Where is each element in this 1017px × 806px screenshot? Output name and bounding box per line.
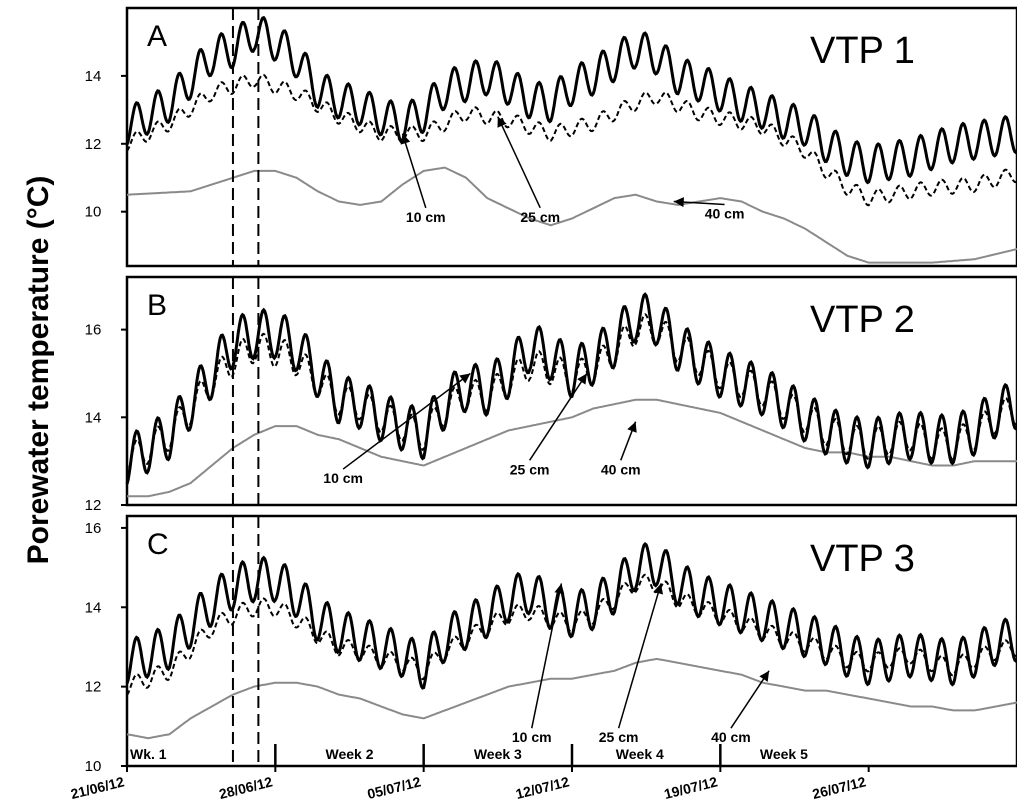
week-label: Wk. 1	[130, 746, 167, 762]
x-tick-label: 26/07/12	[811, 773, 868, 801]
y-tick-label: 14	[85, 409, 102, 426]
callout-arrow-head	[400, 133, 411, 145]
callout-arrow-head	[653, 583, 663, 595]
panel-title: VTP 2	[810, 299, 915, 341]
callout-arrow-head	[497, 116, 507, 128]
callout-arrow-head	[554, 583, 565, 595]
week-label: Week 2	[326, 746, 374, 762]
week-label: Week 3	[474, 746, 522, 762]
callout-arrow-line	[531, 583, 563, 729]
y-tick-label: 16	[85, 322, 102, 339]
x-tick-label: 05/07/12	[366, 773, 423, 801]
panel-frame	[125, 6, 1017, 268]
callout-arrow-line	[342, 372, 471, 470]
series-10cm-line	[125, 541, 1017, 690]
series-callout-label: 10 cm	[323, 470, 363, 486]
panel-title: VTP 1	[810, 30, 915, 72]
x-tick-label: 12/07/12	[514, 773, 571, 801]
y-tick-label: 14	[85, 599, 102, 616]
y-tick-label: 14	[85, 68, 102, 85]
y-tick-label: 10	[85, 758, 102, 775]
panel-frame	[125, 514, 1017, 768]
callout-arrow-line	[730, 670, 770, 729]
callout-arrow-head	[459, 373, 471, 384]
callout-arrow-line	[401, 133, 427, 209]
series-40cm-line	[127, 166, 1017, 264]
series-40cm-line	[127, 398, 1017, 498]
x-tick-label: 28/06/12	[217, 773, 274, 801]
series-25cm-line	[126, 573, 1017, 696]
callout-arrow-head	[627, 421, 637, 433]
panel-a: 10 12 14 A VTP 1 10 cm 25 cm 40 cm	[85, 6, 1017, 268]
callout-arrow-head	[759, 670, 770, 682]
y-tick-label: 10	[85, 204, 102, 221]
callout-arrow-line	[528, 373, 588, 461]
panel-c: 10 12 14 16 C VTP 3 10 cm 25 cm 40 cm	[85, 514, 1017, 775]
series-callout-label: 10 cm	[406, 209, 446, 225]
y-tick-label: 16	[85, 520, 102, 537]
series-10cm-line	[125, 15, 1017, 185]
x-tick-label: 21/06/12	[69, 773, 126, 801]
y-axis-label: Porewater temperature (°C)	[22, 176, 55, 565]
series-callout-label: 40 cm	[705, 205, 745, 221]
y-tick-label: 12	[85, 497, 102, 514]
week-label: Week 4	[616, 746, 664, 762]
series-40cm-line	[126, 657, 1017, 740]
callout-arrow-head	[577, 373, 587, 385]
panel-title: VTP 3	[810, 538, 915, 580]
y-tick-label: 12	[85, 679, 102, 696]
series-callout-label: 40 cm	[601, 461, 641, 477]
callout-arrow-line	[617, 583, 662, 729]
panel-letter: B	[147, 289, 167, 322]
panel-b: 12 14 16 B VTP 2 10 cm 25 cm 40 cm	[85, 275, 1017, 514]
callout-arrow-head	[673, 197, 684, 208]
series-callout-label: 25 cm	[599, 729, 639, 745]
series-callout-label: 10 cm	[512, 729, 552, 745]
x-tick-label: 19/07/12	[662, 773, 719, 801]
series-25cm-line	[126, 73, 1017, 207]
y-tick-label: 12	[85, 136, 102, 153]
week-label: Week 5	[760, 746, 808, 762]
callout-arrow-line	[497, 116, 541, 209]
series-callout-label: 40 cm	[711, 729, 751, 745]
panel-letter: A	[147, 20, 167, 53]
series-callout-label: 25 cm	[520, 209, 560, 225]
panel-letter: C	[147, 528, 169, 561]
series-callout-label: 25 cm	[510, 461, 550, 477]
